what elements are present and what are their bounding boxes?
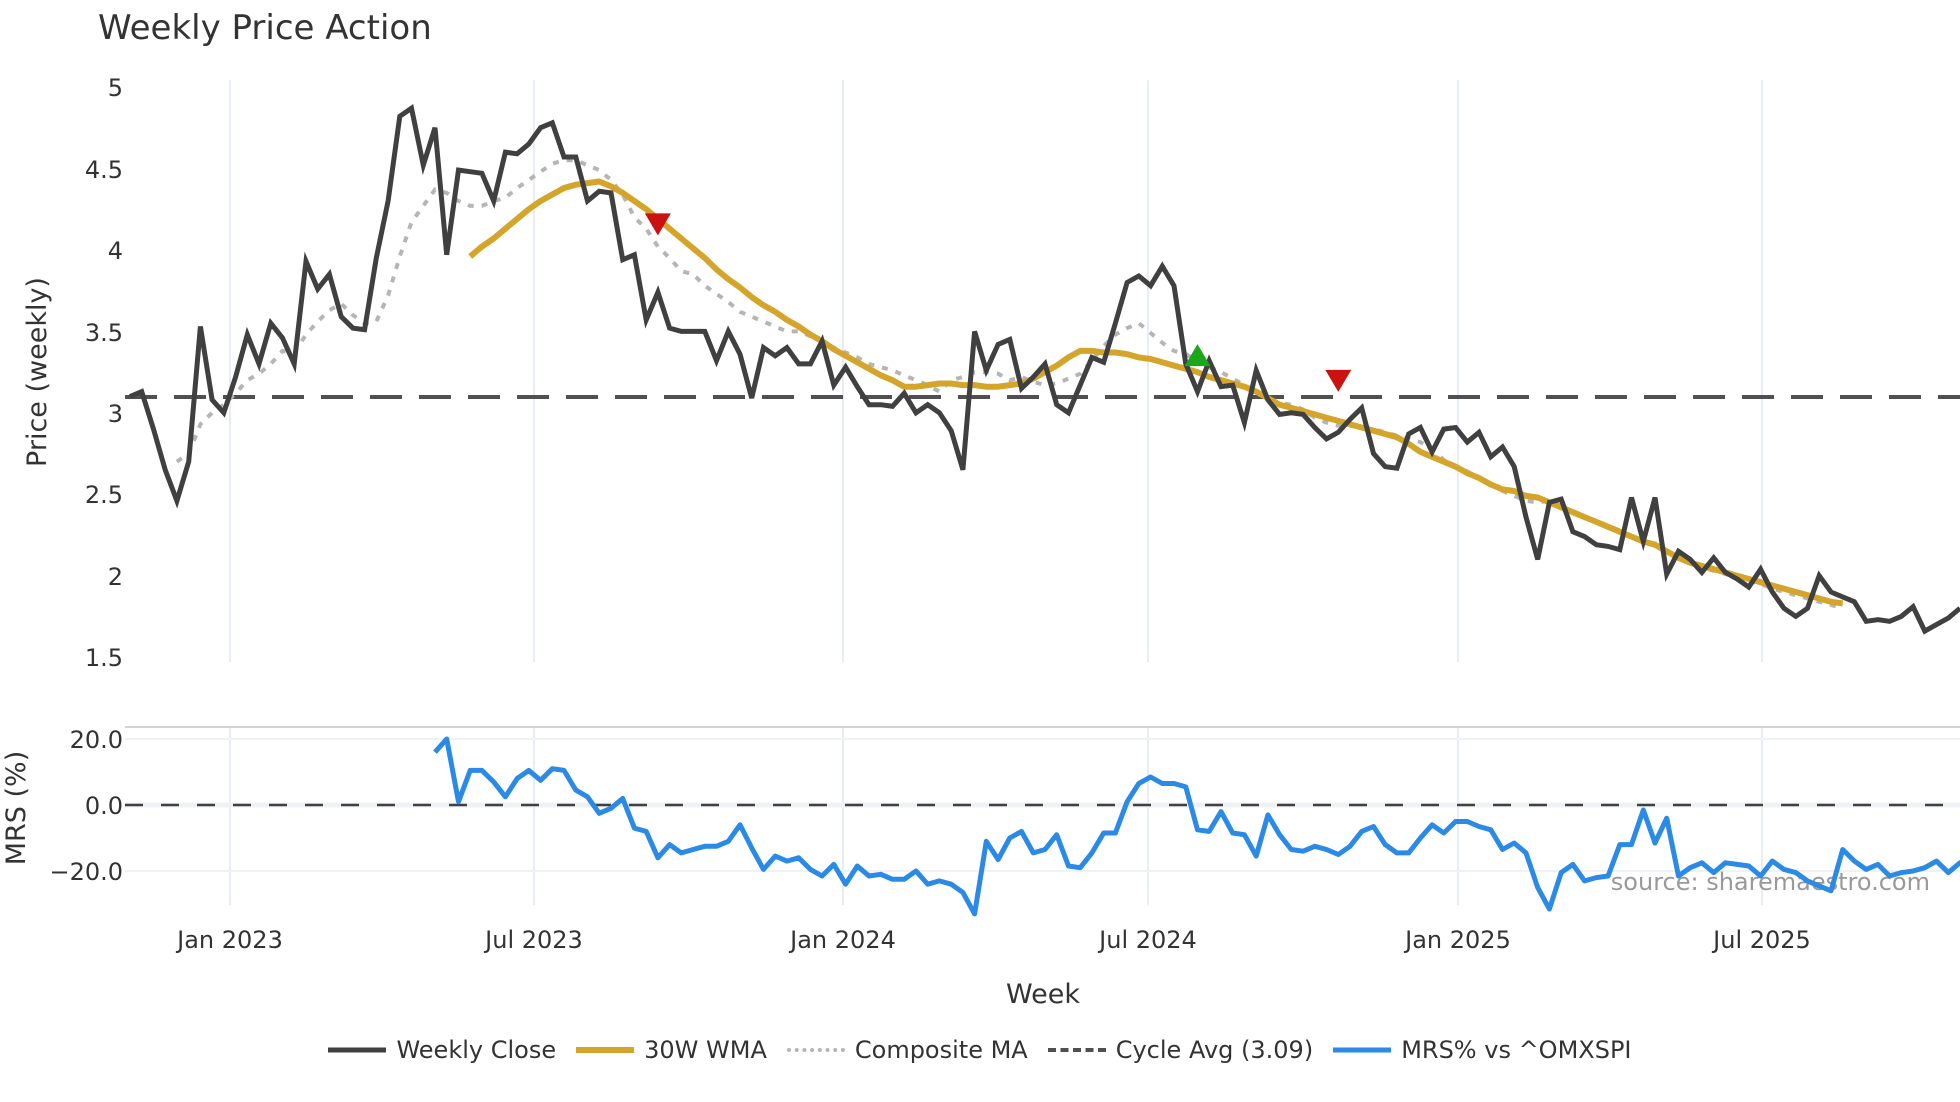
source-watermark: source: sharemaestro.com (1611, 868, 1930, 896)
legend-item-mrs[interactable]: MRS% vs ^OMXSPI (1333, 1036, 1632, 1064)
buy-signal-triangle-up-icon (1184, 344, 1211, 367)
chart-legend: Weekly Close 30W WMA Composite MA Cycle … (0, 1036, 1960, 1064)
price-panel-vertical-grid (229, 80, 1763, 662)
x-tick-label: Jan 2024 (788, 926, 896, 954)
legend-item-weekly-close[interactable]: Weekly Close (328, 1036, 556, 1064)
composite-ma-line (175, 158, 1844, 611)
chart-title: Weekly Price Action (98, 8, 432, 48)
legend-label: 30W WMA (644, 1036, 767, 1064)
price-y-axis-title: Price (weekly) (22, 277, 53, 467)
solid-line-swatch-icon (1333, 1038, 1392, 1062)
y-tick-label: 4 (108, 237, 123, 265)
weekly-close-line (129, 103, 1960, 635)
x-tick-label: Jul 2023 (483, 926, 583, 954)
wma-30w-line (468, 178, 1844, 607)
mrs-y-tick-label: 0.0 (85, 792, 123, 820)
solid-line-swatch-icon (576, 1038, 635, 1062)
legend-item-composite-ma[interactable]: Composite MA (786, 1036, 1028, 1064)
y-tick-label: 4.5 (85, 156, 123, 184)
dotted-line-swatch-icon (786, 1038, 845, 1062)
mrs-line (433, 736, 1960, 917)
mrs-y-axis-title: MRS (%) (1, 751, 32, 866)
x-axis: Jan 2023 Jul 2023 Jan 2024 Jul 2024 Jan … (175, 926, 1811, 1010)
x-axis-title: Week (1006, 979, 1080, 1010)
y-tick-label: 3 (108, 400, 123, 428)
y-tick-label: 1.5 (85, 644, 123, 672)
legend-item-cycle-avg[interactable]: Cycle Avg (3.09) (1047, 1036, 1314, 1064)
y-tick-label: 2 (108, 563, 123, 591)
legend-label: Weekly Close (396, 1036, 557, 1064)
solid-line-swatch-icon (328, 1038, 387, 1062)
signal-markers (644, 213, 1352, 392)
dashed-line-swatch-icon (1047, 1038, 1106, 1062)
mrs-y-tick-label: 20.0 (70, 726, 123, 754)
y-tick-label: 5 (108, 74, 123, 102)
sell-signal-triangle-down-icon (644, 213, 671, 236)
x-tick-label: Jan 2025 (1403, 926, 1511, 954)
sell-signal-triangle-down-icon (1325, 369, 1352, 392)
y-tick-label: 2.5 (85, 481, 123, 509)
price-y-axis: 5 4.5 4 3.5 3 2.5 2 1.5 Price (weekly) (22, 74, 123, 672)
legend-label: Cycle Avg (3.09) (1115, 1036, 1314, 1064)
y-tick-label: 3.5 (85, 319, 123, 347)
legend-label: Composite MA (854, 1036, 1028, 1064)
x-tick-label: Jan 2023 (175, 926, 283, 954)
x-tick-label: Jul 2025 (1711, 926, 1811, 954)
mrs-y-axis: 20.0 0.0 −20.0 MRS (%) (1, 726, 123, 886)
mrs-y-tick-label: −20.0 (49, 858, 123, 886)
x-tick-label: Jul 2024 (1097, 926, 1197, 954)
legend-item-30w-wma[interactable]: 30W WMA (576, 1036, 767, 1064)
legend-label: MRS% vs ^OMXSPI (1401, 1036, 1632, 1064)
